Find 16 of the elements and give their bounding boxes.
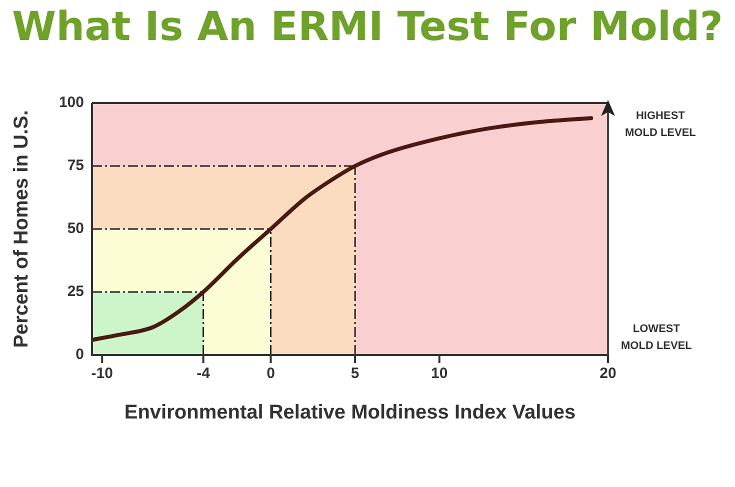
chart-title: What Is An ERMI Test For Mold?	[11, 4, 724, 50]
text: HIGHEST MOLD LEVEL	[625, 109, 696, 141]
text: LOWEST MOLD LEVEL	[621, 322, 692, 354]
x-tick-label: 20	[600, 365, 616, 382]
y-tick-label: 25	[67, 283, 84, 300]
y-tick-label: 50	[67, 220, 84, 238]
y-tick-label: 0	[76, 346, 84, 364]
x-tick-label: 10	[431, 365, 448, 382]
y-tick-label: 75	[67, 157, 84, 174]
x-tick-label: 5	[350, 365, 360, 382]
x-tick-label: -4	[196, 365, 211, 382]
x-tick-label: 0	[266, 365, 275, 382]
y-axis-title: Percent of Homes in U.S.	[10, 110, 33, 348]
x-tick-label: -10	[91, 365, 113, 382]
y-tick-label: 100	[58, 94, 84, 112]
x-axis-title: Environmental Relative Moldiness Index Values	[124, 402, 576, 424]
